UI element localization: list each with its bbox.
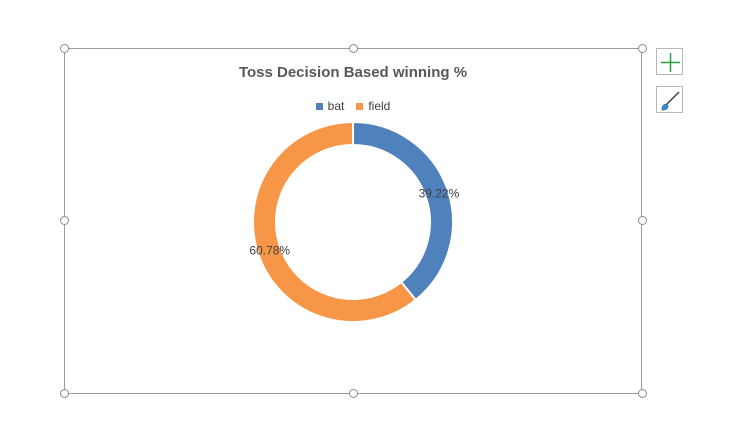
- paintbrush-icon: [661, 91, 680, 111]
- resize-handle-middle-right[interactable]: [638, 216, 647, 225]
- chart-legend[interactable]: bat field: [64, 99, 642, 113]
- chart-title[interactable]: Toss Decision Based winning %: [238, 64, 468, 81]
- legend-item-bat[interactable]: bat: [315, 99, 345, 113]
- legend-label-bat: bat: [327, 99, 345, 113]
- plus-icon: [661, 53, 680, 72]
- legend-item-field[interactable]: field: [356, 99, 390, 113]
- donut-slice-bat[interactable]: [352, 120, 454, 302]
- data-label-field[interactable]: 60.78%: [249, 244, 290, 258]
- donut-slice-field[interactable]: [252, 120, 418, 323]
- resize-handle-top-right[interactable]: [638, 44, 647, 53]
- legend-label-field: field: [368, 99, 391, 113]
- resize-handle-bottom-right[interactable]: [638, 389, 647, 398]
- resize-handle-top-left[interactable]: [60, 44, 69, 53]
- data-label-bat[interactable]: 39.22%: [419, 186, 460, 200]
- resize-handle-top-center[interactable]: [349, 44, 358, 53]
- chart-area[interactable]: [64, 48, 642, 394]
- resize-handle-bottom-center[interactable]: [349, 389, 358, 398]
- legend-swatch-bat: [315, 102, 323, 110]
- chart-elements-button[interactable]: [656, 48, 683, 75]
- chart-styles-button[interactable]: [656, 86, 683, 113]
- resize-handle-middle-left[interactable]: [60, 216, 69, 225]
- resize-handle-bottom-left[interactable]: [60, 389, 69, 398]
- legend-swatch-field: [356, 102, 364, 110]
